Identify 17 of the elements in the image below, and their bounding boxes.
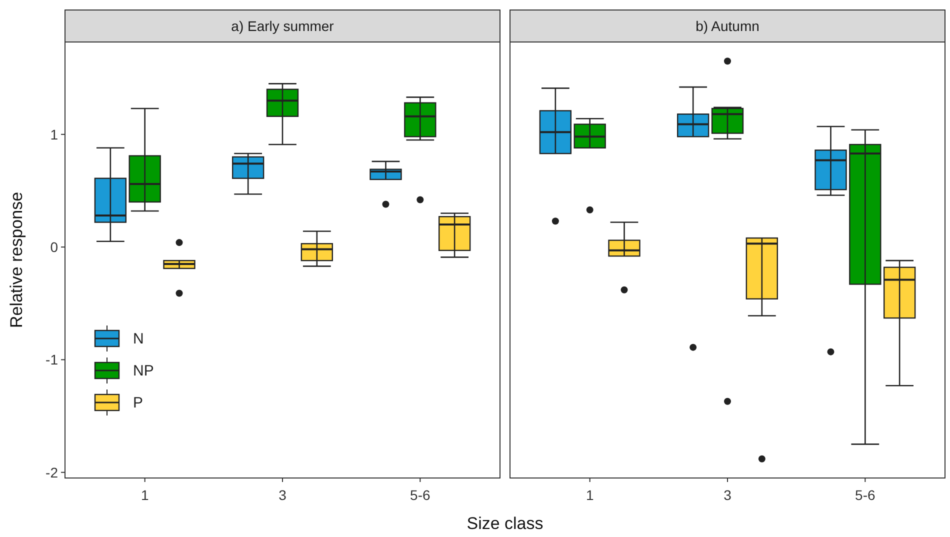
y-tick-label: -2 xyxy=(46,464,58,480)
chart-title: a) Early summer xyxy=(231,18,334,34)
x-tick-label: 5-6 xyxy=(855,487,876,503)
x-tick-label: 3 xyxy=(724,487,732,503)
x-axis-title: Size class xyxy=(466,514,544,533)
y-tick-label: -1 xyxy=(46,352,58,368)
legend-label: P xyxy=(133,394,144,412)
y-tick-label: 1 xyxy=(50,126,58,142)
y-axis-title: Relative response xyxy=(7,192,26,328)
x-tick-label: 1 xyxy=(586,487,594,503)
x-tick-label: 3 xyxy=(278,487,287,503)
legend-label: N xyxy=(133,330,144,348)
x-tick-label: 5-6 xyxy=(410,487,430,503)
y-tick-label: 0 xyxy=(50,239,58,256)
x-tick-label: 1 xyxy=(140,487,149,503)
legend-label: NP xyxy=(133,362,154,380)
chart-title: b) Autumn xyxy=(696,18,760,34)
